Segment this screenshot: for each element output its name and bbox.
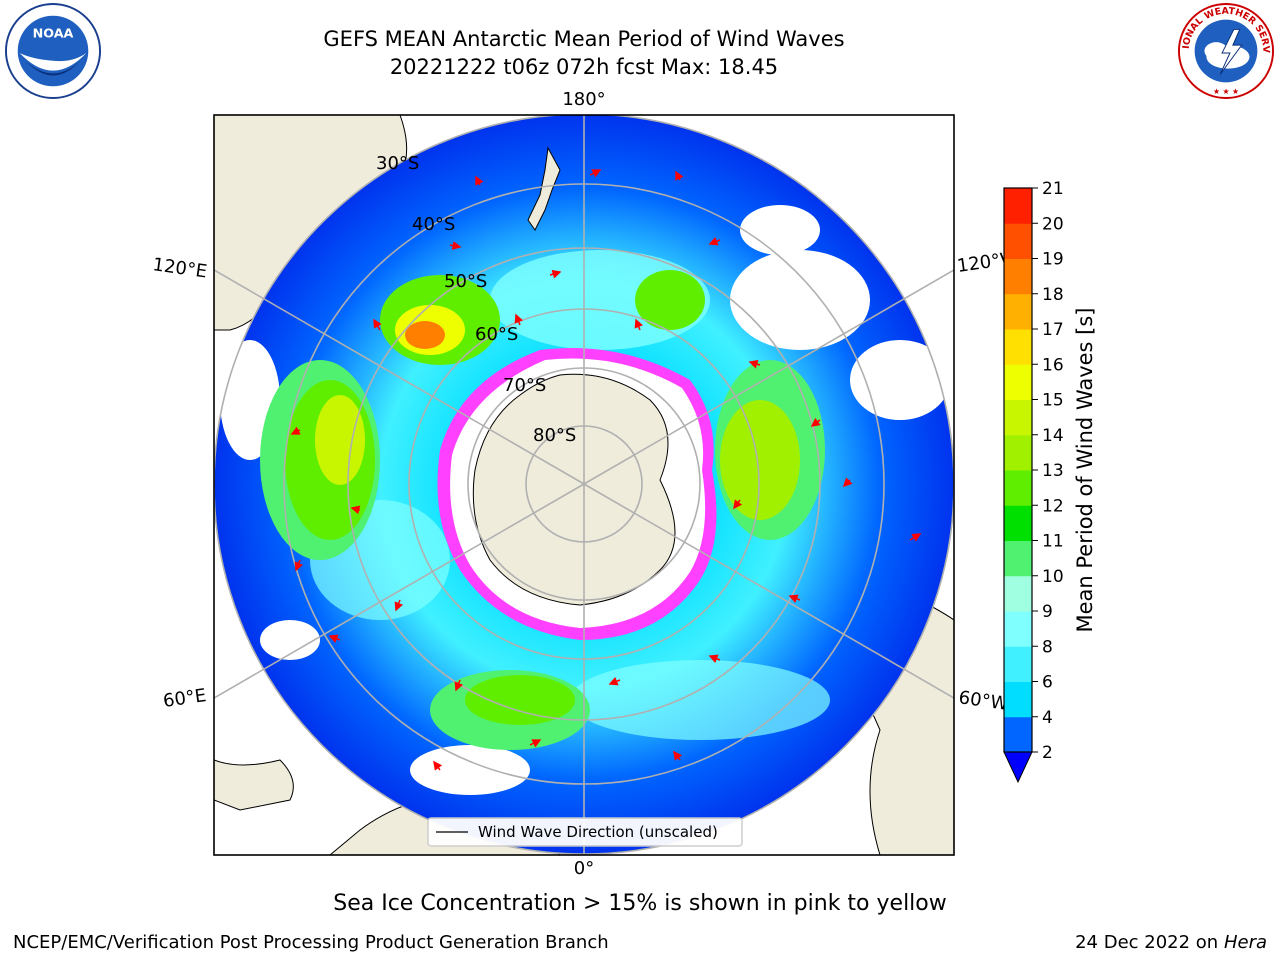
nws-logo: NATIONAL WEATHER SERVICE ★ ★ ★ (1175, 2, 1275, 100)
wave-arrow (549, 269, 562, 279)
new-zealand (527, 146, 561, 231)
colorbar-bin (1004, 364, 1032, 400)
colorbar-bin (1004, 188, 1032, 224)
wave-arrow (514, 313, 523, 326)
colorbar-tick-label: 12 (1042, 496, 1064, 516)
wave-arrow (634, 318, 643, 331)
colorbar-tick-label: 19 (1042, 250, 1064, 270)
map-frame-border (213, 114, 955, 856)
nws-stars-icon: ★ ★ ★ (1213, 87, 1239, 96)
colorbar-bin (1004, 293, 1032, 330)
wind-wave-arrows (290, 169, 922, 771)
colorbar-tick-label: 20 (1042, 214, 1064, 234)
colorbar-bin (1004, 434, 1032, 471)
colorbar-tick-label: 15 (1042, 391, 1064, 411)
colorbar: 2 4 6 8 9 10 11 12 13 14 15 16 17 18 19 20 21 (1003, 180, 1064, 784)
wave-arrow (673, 750, 683, 761)
longitude-gridlines (214, 115, 954, 855)
noaa-logo: NOAA (4, 2, 102, 100)
lat-label-50s: 50°S (444, 271, 487, 292)
colorbar-bins (1004, 188, 1032, 753)
lat-label-40s: 40°S (412, 214, 455, 235)
wave-arrow (454, 679, 463, 692)
colorbar-bin (1004, 681, 1032, 718)
lon-label-180: 180° (562, 89, 605, 110)
wave-arrow (788, 594, 801, 603)
chart-subtitle: 20221222 t06z 072h fcst Max: 18.45 (389, 55, 779, 79)
colorbar-label: Mean Period of Wind Waves [s] (1073, 307, 1097, 633)
wave-arrow (373, 318, 382, 331)
footer-date: 24 Dec 2022 on Hera (1075, 932, 1267, 953)
chart-title: GEFS MEAN Antarctic Mean Period of Wind … (323, 27, 845, 51)
colorbar-bin (1004, 470, 1032, 506)
lat-label-70s: 70°S (503, 375, 546, 396)
wave-arrow (810, 417, 821, 427)
wave-arrow (909, 533, 922, 542)
footer-producer: NCEP/EMC/Verification Post Processing Pr… (13, 932, 609, 953)
colorbar-bin (1004, 258, 1032, 295)
colorbar-tick-label: 17 (1042, 320, 1064, 340)
wave-arrow (675, 170, 684, 181)
wave-arrow (394, 599, 403, 612)
footer-machine: Hera (1223, 932, 1267, 953)
wave-arrow (294, 559, 303, 572)
colorbar-bin (1004, 223, 1032, 259)
colorbar-tick-label: 4 (1042, 708, 1053, 728)
colorbar-tick-label: 14 (1042, 426, 1064, 446)
noaa-logo-text: NOAA (33, 26, 74, 41)
colorbar-bin (1004, 399, 1032, 436)
colorbar-tick-label: 21 (1042, 180, 1064, 199)
colorbar-bin (1004, 505, 1032, 541)
wave-arrow (608, 677, 621, 686)
colorbar-tick-label: 2 (1042, 743, 1053, 763)
wave-arrow (328, 634, 341, 643)
wave-arrow (449, 241, 462, 250)
legend-label: Wind Wave Direction (unscaled) (478, 823, 718, 841)
lon-label-60e: 60°E (162, 685, 208, 712)
colorbar-bin (1004, 646, 1032, 682)
colorbar-bin (1004, 611, 1032, 647)
colorbar-tick-label: 9 (1042, 602, 1053, 622)
colorbar-tick-label: 6 (1042, 673, 1053, 693)
colorbar-bin (1004, 329, 1032, 365)
colorbar-ticks: 2 4 6 8 9 10 11 12 13 14 15 16 17 18 19 20 21 (1032, 180, 1064, 763)
map-legend: Wind Wave Direction (unscaled) (427, 817, 743, 847)
wave-arrow (748, 359, 761, 369)
wave-arrow (733, 499, 743, 510)
wave-arrow (589, 169, 602, 178)
colorbar-bin (1004, 575, 1032, 612)
wave-arrow (529, 739, 542, 748)
lat-label-30s: 30°S (376, 153, 419, 174)
colorbar-tick-label: 13 (1042, 461, 1064, 481)
colorbar-bin (1004, 716, 1032, 753)
colorbar-tick-label: 10 (1042, 567, 1064, 587)
wave-arrow (290, 426, 301, 435)
wave-arrow (842, 477, 853, 488)
lat-label-80s: 80°S (533, 425, 576, 446)
colorbar-tick-label: 8 (1042, 637, 1053, 657)
wave-arrow (475, 175, 484, 186)
wave-period-field (220, 205, 950, 795)
colorbar-tick-label: 16 (1042, 355, 1064, 375)
lat-label-60s: 60°S (475, 324, 518, 345)
wave-arrow (708, 237, 721, 246)
wave-arrow (350, 505, 361, 515)
footer-date-text: 24 Dec 2022 on (1075, 932, 1219, 953)
colorbar-tick-label: 11 (1042, 532, 1064, 552)
sea-ice-note: Sea Ice Concentration > 15% is shown in … (333, 891, 947, 916)
wave-arrow (708, 654, 721, 663)
lon-label-0: 0° (574, 858, 594, 879)
colorbar-tick-label: 18 (1042, 285, 1064, 305)
colorbar-extend-triangle (1003, 751, 1033, 784)
wave-arrow (433, 760, 443, 771)
lon-label-120e: 120°E (151, 254, 208, 282)
colorbar-bin (1004, 540, 1032, 577)
